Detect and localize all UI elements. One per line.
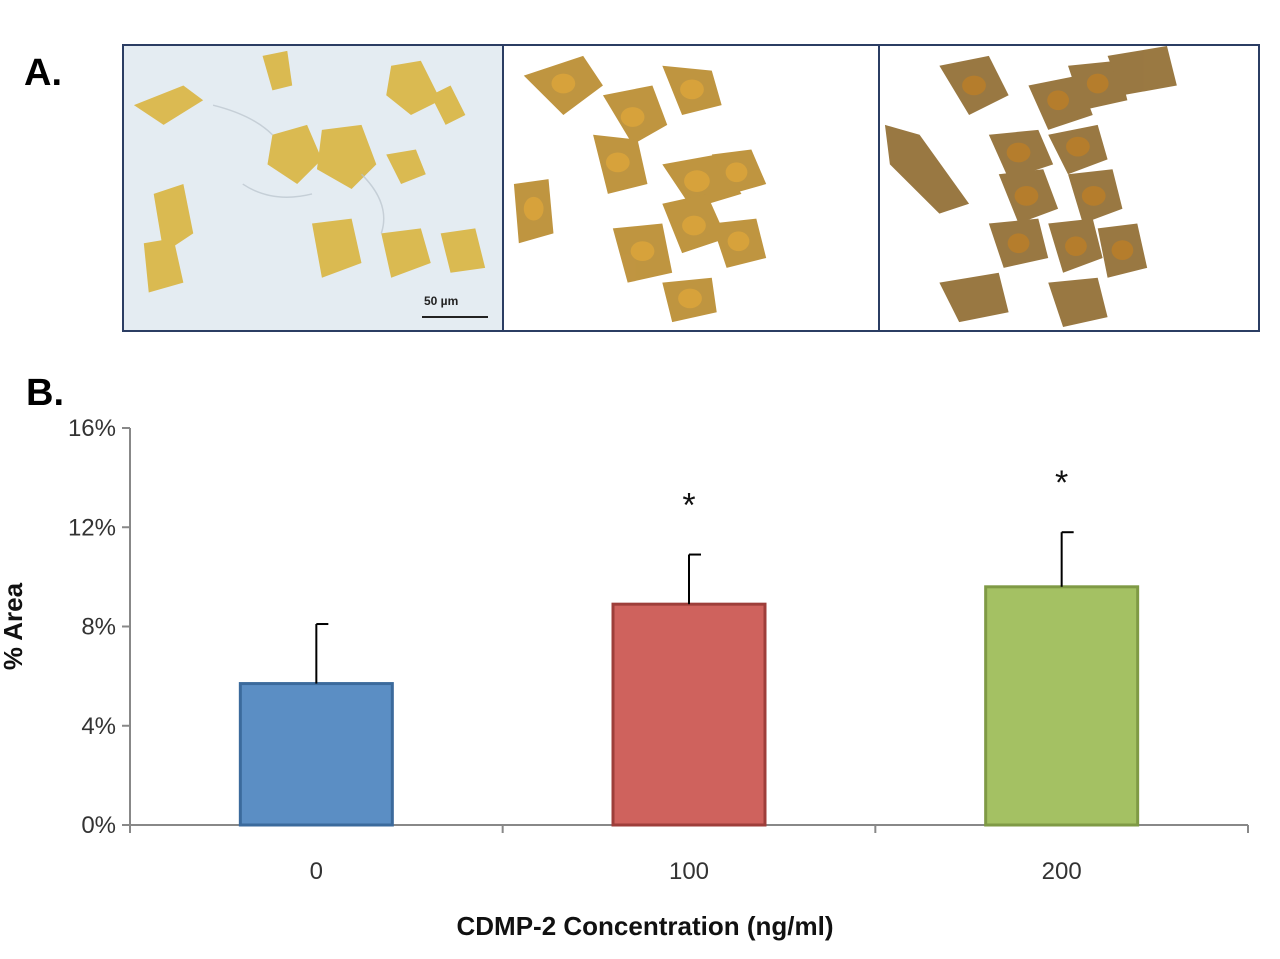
y-axis-title: % Area xyxy=(0,582,28,670)
panel-a-label: A. xyxy=(24,52,62,94)
panel-b-label: B. xyxy=(26,372,64,414)
bar-chart: 0% 4% 8% 12% 16% 0 100 200 * * % Area CDMP-2 Co… xyxy=(0,415,1249,941)
y-tick-label: 4% xyxy=(81,713,116,740)
scale-bar xyxy=(422,316,488,318)
x-tick-label: 0 xyxy=(310,858,323,885)
micrograph-200 xyxy=(878,44,1260,332)
x-tick-label: 100 xyxy=(669,858,709,885)
bar-0 xyxy=(238,682,394,827)
x-axis-title: CDMP-2 Concentration (ng/ml) xyxy=(457,911,834,941)
micrograph-100 xyxy=(502,44,880,332)
y-tick-label: 16% xyxy=(68,415,116,442)
y-tick-label: 8% xyxy=(81,614,116,641)
micrograph-0-image xyxy=(124,46,502,330)
y-tick-label: 0% xyxy=(81,812,116,839)
bar-200 xyxy=(984,585,1140,827)
x-tick-label: 200 xyxy=(1042,858,1082,885)
scale-bar-label: 50 µm xyxy=(424,294,459,308)
micrograph-100-image xyxy=(504,46,878,330)
micrograph-200-image xyxy=(880,46,1258,330)
significance-marker: * xyxy=(1055,464,1068,502)
bar-100 xyxy=(611,602,767,827)
micrograph-0: 50 µm xyxy=(122,44,504,332)
significance-marker: * xyxy=(682,487,695,525)
y-tick-label: 12% xyxy=(68,514,116,541)
